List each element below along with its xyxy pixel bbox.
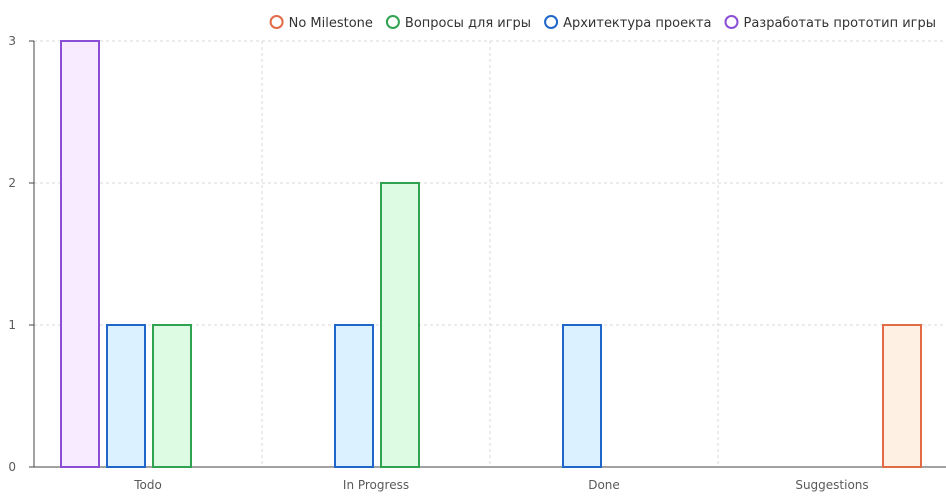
y-tick-label: 0 [8,460,16,474]
y-tick-label: 3 [8,34,16,48]
bar[interactable] [334,324,374,468]
bar[interactable] [60,40,100,468]
x-tick-label: In Progress [343,478,409,492]
legend-label: Разработать прототип игры [744,16,937,31]
legend-item[interactable]: Разработать прототип игры [724,15,937,31]
x-tick-label: Todo [133,478,162,492]
bar[interactable] [106,324,146,468]
bar[interactable] [380,182,420,468]
legend-item[interactable]: Вопросы для игры [385,15,531,31]
legend-label: No Milestone [289,16,373,31]
legend-label: Архитектура проекта [563,16,711,31]
x-tick-labels: Todo In Progress Done Suggestions [133,478,868,492]
legend-marker [385,15,400,29]
bars [60,40,922,468]
bar[interactable] [152,324,192,468]
legend-label: Вопросы для игры [405,16,531,31]
y-tick-label: 2 [8,176,16,190]
y-tick-labels: 0 1 2 3 [8,34,16,474]
legend-marker [269,15,284,29]
y-tick-label: 1 [8,318,16,332]
legend-item[interactable]: Архитектура проекта [544,15,712,31]
x-tick-label: Done [588,478,620,492]
legend[interactable]: No Milestone Вопросы для игры Архитектура … [269,15,937,31]
bar[interactable] [882,324,922,468]
bar[interactable] [562,324,602,468]
legend-marker [544,15,559,29]
legend-item[interactable]: No Milestone [269,15,373,31]
x-tick-label: Suggestions [795,478,868,492]
legend-marker [724,15,739,29]
